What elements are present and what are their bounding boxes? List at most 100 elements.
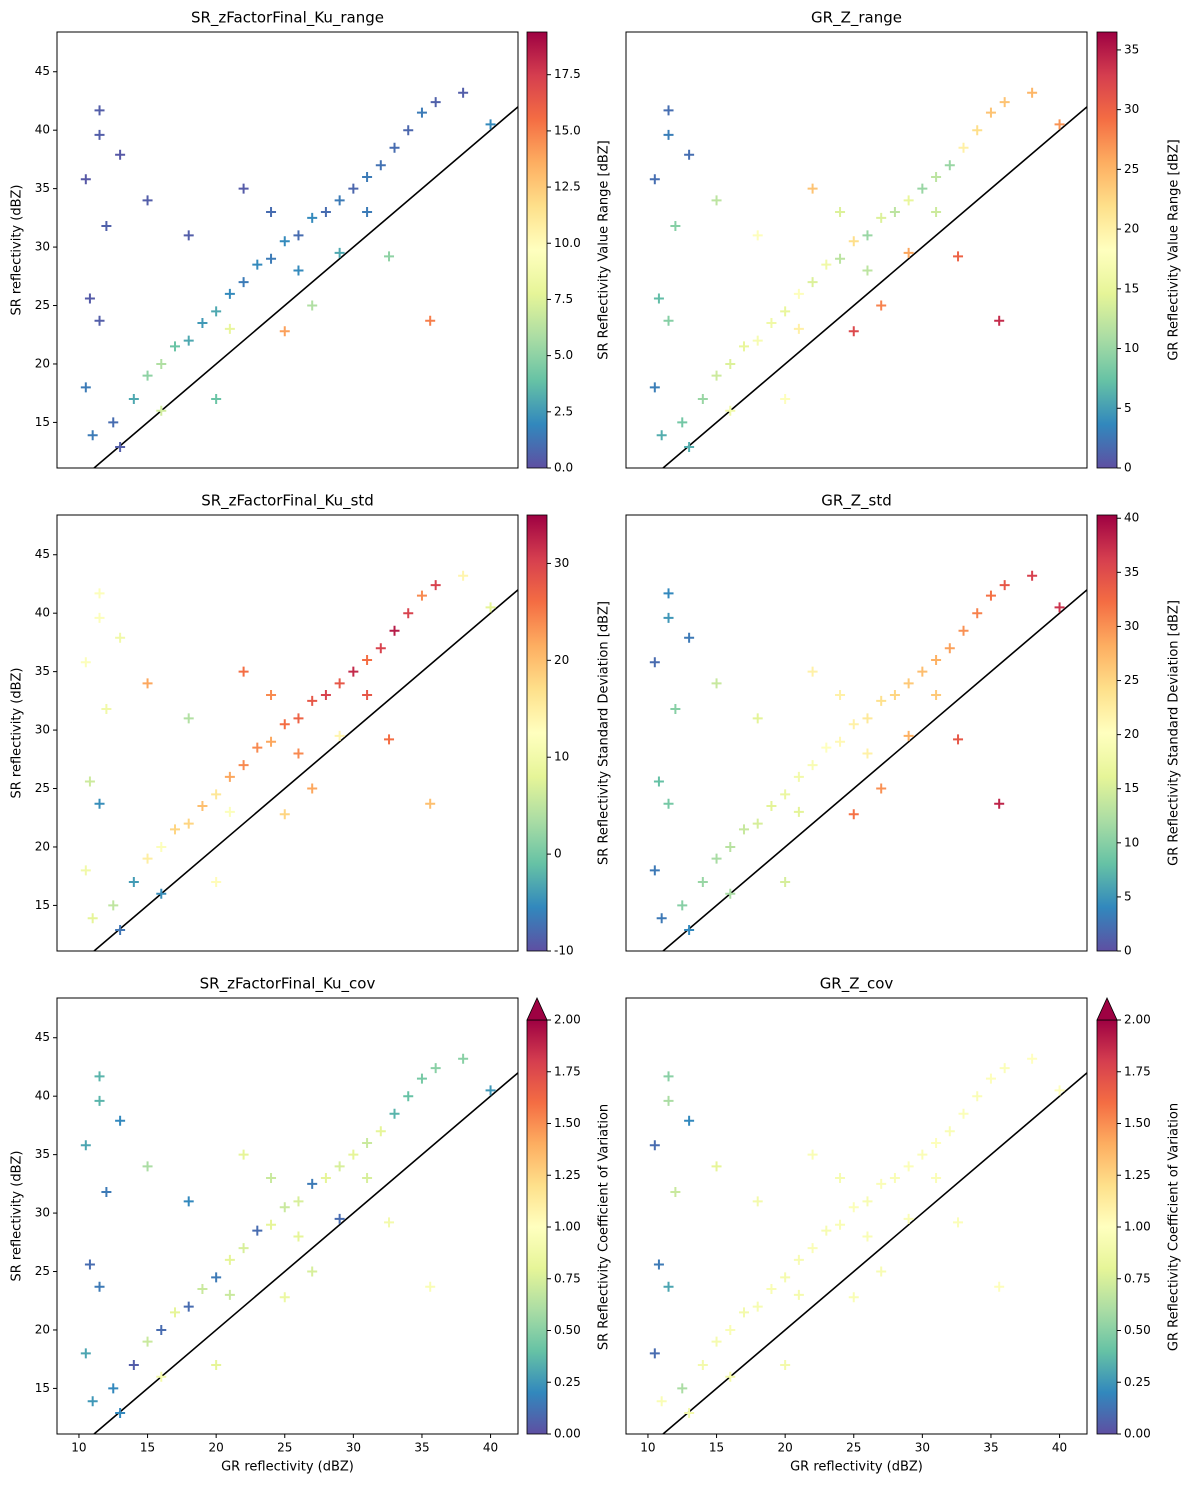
- point: [994, 315, 1005, 326]
- point: [953, 251, 964, 262]
- point: [94, 1095, 105, 1106]
- point: [958, 625, 969, 636]
- colorbar-tick-label: 7.5: [554, 292, 573, 306]
- point: [684, 924, 695, 935]
- point: [862, 748, 873, 759]
- y-tick-label: 20: [35, 1322, 50, 1336]
- point: [108, 417, 119, 428]
- point: [307, 783, 318, 794]
- point: [684, 441, 695, 452]
- colorbar-tick-label: 10.0: [554, 236, 581, 250]
- point: [156, 358, 167, 369]
- point: [738, 824, 749, 835]
- point: [362, 654, 373, 665]
- point: [821, 1225, 832, 1236]
- point: [653, 776, 664, 787]
- point: [211, 306, 222, 317]
- point: [334, 678, 345, 689]
- colorbar-tick-label: 10: [1124, 341, 1139, 355]
- point: [169, 824, 180, 835]
- point: [307, 300, 318, 311]
- colorbar-tick-label: 0.50: [1124, 1323, 1151, 1337]
- y-tick-label: 20: [35, 356, 50, 370]
- axes-frame: [56, 997, 519, 1435]
- y-tick-label: 25: [35, 1264, 50, 1278]
- y-tick-label: 45: [35, 1030, 50, 1044]
- point: [197, 318, 208, 329]
- point: [87, 913, 98, 924]
- point: [656, 430, 667, 441]
- points: [649, 1053, 1087, 1434]
- point: [1027, 1053, 1038, 1064]
- point: [485, 1085, 496, 1096]
- point: [425, 315, 436, 326]
- point: [903, 730, 914, 741]
- point: [266, 1219, 277, 1230]
- y-tick-label: 30: [35, 240, 50, 254]
- point: [958, 142, 969, 153]
- point: [684, 149, 695, 160]
- point: [649, 865, 660, 876]
- colorbar-tick-label: 2.00: [1124, 1013, 1151, 1027]
- point: [375, 643, 386, 654]
- point: [793, 771, 804, 782]
- x-tick-label: 20: [209, 1441, 224, 1455]
- point: [780, 306, 791, 317]
- point: [848, 1202, 859, 1213]
- x-tick-label: 40: [1052, 1441, 1067, 1455]
- colorbar-label: GR Reflectivity Standard Deviation [dBZ]: [1167, 600, 1182, 866]
- point: [115, 149, 126, 160]
- point: [375, 160, 386, 171]
- point: [793, 806, 804, 817]
- point: [279, 809, 290, 820]
- point: [362, 171, 373, 182]
- point: [293, 1196, 304, 1207]
- point: [293, 748, 304, 759]
- colorbar-tick-label: 0.25: [1124, 1375, 1151, 1389]
- point: [362, 1173, 373, 1184]
- colorbar-gradient: [1096, 1019, 1118, 1435]
- point: [656, 913, 667, 924]
- point: [108, 1383, 119, 1394]
- identity-line: [662, 1072, 1087, 1434]
- colorbar-tick-label: 30: [1124, 619, 1139, 633]
- y-tick-label: 20: [35, 839, 50, 853]
- y-tick-label: 15: [35, 415, 50, 429]
- point: [656, 1396, 667, 1407]
- point: [156, 841, 167, 852]
- point: [279, 1202, 290, 1213]
- point: [101, 1187, 112, 1198]
- point: [684, 1115, 695, 1126]
- point: [677, 417, 688, 428]
- point: [389, 625, 400, 636]
- point: [876, 1266, 887, 1277]
- point: [238, 277, 249, 288]
- x-axis-label: GR reflectivity (dBZ): [221, 1460, 354, 1475]
- point: [807, 1243, 818, 1254]
- point: [903, 195, 914, 206]
- point: [711, 370, 722, 381]
- point: [663, 1095, 674, 1106]
- y-axis-label: SR reflectivity (dBZ): [10, 185, 25, 316]
- colorbar-gradient: [1096, 514, 1118, 952]
- panel: SR_zFactorFinal_Ku_range 15 20 25 30 35 40 45 SR…: [10, 9, 612, 475]
- colorbar: 0.00 0.25 0.50 0.75 1.00 1.25 1.50 1.75 2.00 GR R…: [1096, 997, 1182, 1441]
- point: [142, 370, 153, 381]
- point: [663, 612, 674, 623]
- colorbar-tick-label: 0.0: [554, 461, 573, 475]
- point: [766, 318, 777, 329]
- point: [197, 801, 208, 812]
- point: [266, 736, 277, 747]
- colorbar-tick-label: 35: [1124, 565, 1139, 579]
- point: [348, 1149, 359, 1160]
- point: [101, 704, 112, 715]
- point: [752, 1196, 763, 1207]
- point: [766, 1284, 777, 1295]
- point: [1054, 1085, 1065, 1096]
- y-tick-label: 35: [35, 181, 50, 195]
- point: [1027, 87, 1038, 98]
- colorbar-tick-label: 1.25: [1124, 1168, 1151, 1182]
- colorbar-tick-label: 0: [1124, 461, 1132, 475]
- colorbar: 0.00 0.25 0.50 0.75 1.00 1.25 1.50 1.75 2.00 SR R…: [526, 997, 612, 1441]
- colorbar-tick-label: 2.00: [554, 1013, 581, 1027]
